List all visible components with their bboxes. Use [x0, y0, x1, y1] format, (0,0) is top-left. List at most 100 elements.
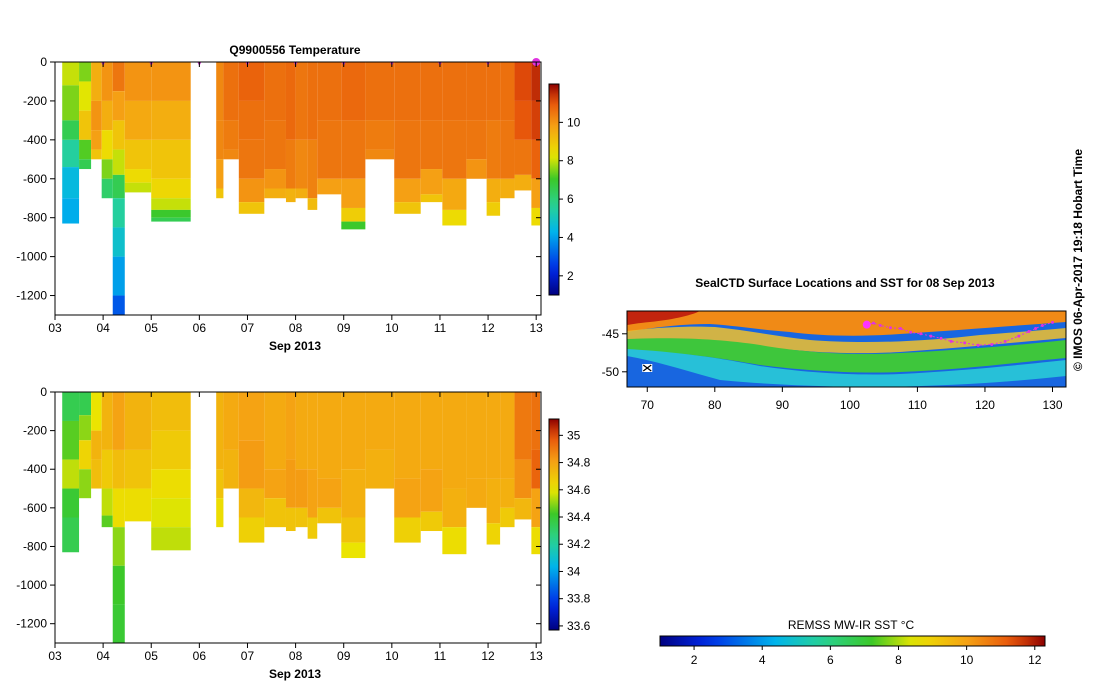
- profile-cell: [486, 120, 501, 179]
- track-point: [888, 326, 892, 330]
- y-tick-label: -600: [23, 501, 47, 515]
- profile-cell: [341, 221, 366, 230]
- profile-cell: [124, 392, 152, 450]
- profile-cell: [62, 198, 80, 224]
- profile-cell: [285, 507, 296, 532]
- profile-cell: [531, 62, 541, 101]
- track-point: [929, 334, 933, 338]
- profile-cell: [151, 392, 191, 431]
- profile-cell: [394, 62, 421, 121]
- profile-cell: [341, 120, 366, 179]
- sst-colorbar-tick-label: 2: [691, 653, 698, 667]
- profile-cell: [216, 498, 224, 528]
- profile-cell: [341, 469, 366, 518]
- track-point: [949, 339, 953, 343]
- profile-cell: [295, 392, 308, 470]
- profile-cell: [112, 295, 125, 315]
- profile-cell: [500, 392, 515, 479]
- profile-cell: [317, 392, 342, 479]
- profile-cell: [486, 202, 501, 216]
- x-tick-label: 03: [48, 649, 62, 663]
- x-tick-label: 11: [434, 649, 447, 663]
- y-tick-label: -800: [23, 539, 47, 553]
- profile-cell: [62, 139, 80, 168]
- profile-cell: [264, 469, 286, 499]
- profile-cell: [79, 159, 92, 170]
- sst-colorbar-tick-label: 8: [895, 653, 902, 667]
- profile-cell: [101, 515, 113, 528]
- profile-cell: [500, 120, 515, 179]
- salinity-xlabel: Sep 2013: [269, 667, 321, 681]
- sst-colorbar-label: REMSS MW-IR SST °C: [788, 618, 915, 632]
- profile-cell: [151, 178, 191, 199]
- x-tick-label: 06: [193, 321, 207, 335]
- profile-cell: [238, 178, 265, 203]
- x-tick-label: 13: [530, 649, 544, 663]
- profile-cell: [62, 517, 80, 553]
- profile-cell: [420, 120, 443, 170]
- y-tick-label: -1200: [16, 617, 47, 631]
- temperature-xlabel: Sep 2013: [269, 339, 321, 353]
- profile-cell: [216, 120, 224, 160]
- profile-cell: [531, 100, 541, 140]
- map-y-axis: -45 -50: [602, 327, 627, 379]
- colorbar-tick-label: 34.2: [567, 537, 591, 551]
- colorbar-tick-label: 34.8: [567, 456, 591, 470]
- profile-cell: [216, 469, 224, 499]
- y-tick-label: -1200: [16, 289, 47, 303]
- profile-cell: [91, 130, 102, 150]
- profile-cell: [420, 62, 443, 121]
- profile-cell: [264, 62, 286, 121]
- profile-cell: [420, 392, 443, 470]
- profile-cell: [112, 62, 125, 92]
- profile-cell: [112, 392, 125, 450]
- sst-colorbar-ticks: 2 4 6 8 10 12: [691, 646, 1042, 667]
- profile-cell: [317, 178, 342, 195]
- profile-cell: [420, 169, 443, 195]
- profile-cell: [79, 415, 92, 441]
- sst-colorbar-tick-label: 6: [827, 653, 834, 667]
- profile-cell: [514, 62, 532, 101]
- profile-cell: [307, 139, 318, 199]
- sst-front-warm: [627, 311, 1066, 336]
- profile-cell: [112, 565, 125, 605]
- profile-cell: [216, 159, 224, 189]
- track-point: [1003, 339, 1007, 343]
- profile-cell: [91, 62, 102, 101]
- temperature-colorbar: [548, 83, 560, 296]
- map-y-tick-label: -45: [602, 327, 620, 341]
- sst-front-green: [627, 338, 1066, 373]
- profile-cell: [223, 149, 239, 160]
- profile-cell: [317, 478, 342, 508]
- profile-cell: [101, 62, 113, 101]
- sst-front-cyan: [627, 349, 1066, 387]
- profile-cell: [62, 392, 80, 421]
- colorbar-tick-label: 10: [567, 115, 581, 129]
- profile-cell: [101, 100, 113, 131]
- salinity-y-axis: 0 -200 -400 -600 -800 -1000 -1200: [16, 385, 541, 631]
- y-tick-label: -800: [23, 211, 47, 225]
- profile-cell: [101, 392, 113, 450]
- track-point: [939, 336, 943, 340]
- profile-cell: [62, 120, 80, 140]
- profile-cell: [151, 62, 191, 101]
- profile-cell: [264, 498, 286, 528]
- y-tick-label: -400: [23, 133, 47, 147]
- map-y-tick-label: -50: [602, 365, 620, 379]
- profile-cell: [442, 178, 467, 210]
- profile-cell: [112, 120, 125, 150]
- profile-cell: [112, 527, 125, 566]
- colorbar-tick-label: 4: [567, 230, 574, 244]
- profile-cell: [91, 459, 102, 489]
- map-x-tick-label: 90: [776, 398, 790, 412]
- x-tick-label: 08: [289, 649, 303, 663]
- y-tick-label: 0: [40, 385, 47, 399]
- profile-cell: [341, 517, 366, 543]
- y-tick-label: -400: [23, 462, 47, 476]
- profile-cell: [238, 392, 265, 441]
- profile-cell: [264, 120, 286, 170]
- profile-cell: [531, 527, 541, 555]
- profile-cell: [91, 392, 102, 431]
- salinity-colorbar: [548, 418, 560, 631]
- profile-cell: [91, 149, 102, 160]
